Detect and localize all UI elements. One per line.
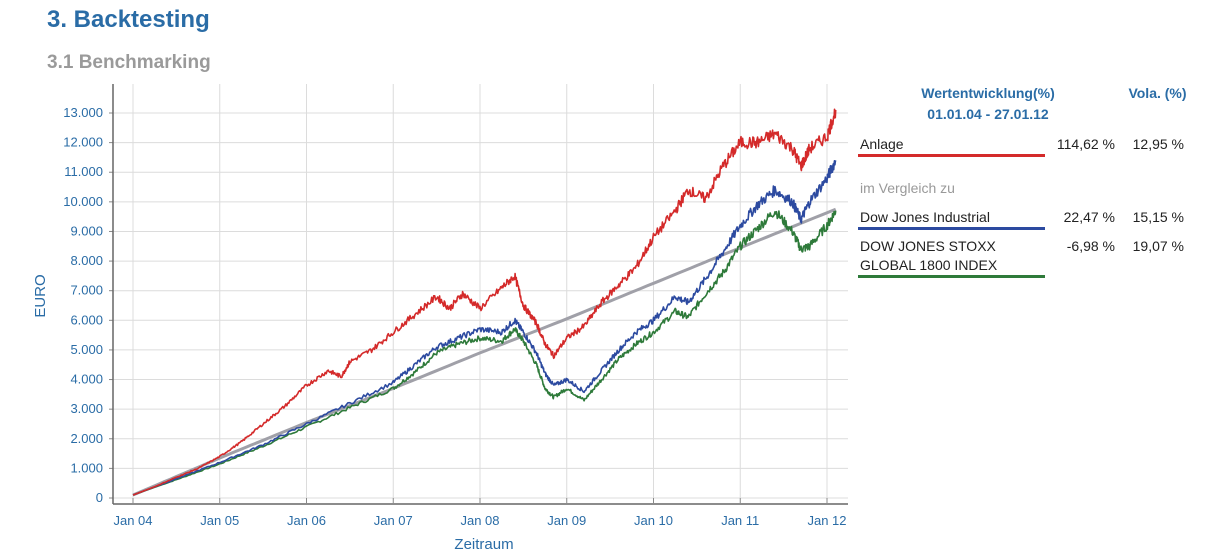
x-axis-title: Zeitraum bbox=[454, 536, 513, 553]
legend-name-anlage: Anlage bbox=[860, 136, 904, 152]
legend-name-stoxx-line1: DOW JONES STOXX bbox=[860, 238, 996, 254]
series-line-anlage bbox=[132, 108, 837, 496]
y-tick-label: 9.000 bbox=[70, 223, 103, 238]
legend-swatch-anlage bbox=[858, 154, 1045, 157]
legend-swatch-djia bbox=[858, 227, 1045, 230]
y-tick-label: 7.000 bbox=[70, 283, 103, 298]
y-tick-label: 10.000 bbox=[63, 194, 103, 209]
x-tick-label: Jan 07 bbox=[374, 513, 413, 528]
y-tick-label: 2.000 bbox=[70, 431, 103, 446]
x-tick-label: Jan 11 bbox=[721, 513, 759, 528]
y-tick-label: 13.000 bbox=[63, 105, 103, 120]
y-tick-label: 12.000 bbox=[63, 135, 103, 150]
legend-vola-anlage: 12,95 % bbox=[1132, 136, 1184, 152]
legend-header-performance: Wertentwicklung(%) bbox=[921, 85, 1055, 101]
series-line-stoxx bbox=[132, 210, 837, 496]
legend-swatch-stoxx bbox=[858, 275, 1045, 278]
legend-comparison-label: im Vergleich zu bbox=[860, 180, 955, 196]
y-tick-label: 11.000 bbox=[64, 164, 103, 179]
x-tick-label: Jan 09 bbox=[547, 513, 586, 528]
legend-name-djia: Dow Jones Industrial bbox=[860, 209, 990, 225]
y-tick-label: 5.000 bbox=[70, 342, 103, 357]
series-line-djia bbox=[132, 160, 837, 496]
legend-vola-djia: 15,15 % bbox=[1132, 209, 1184, 225]
x-tick-label: Jan 04 bbox=[113, 513, 152, 528]
y-tick-label: 0 bbox=[96, 490, 103, 505]
legend-vola-stoxx: 19,07 % bbox=[1132, 238, 1184, 254]
x-tick-label: Jan 06 bbox=[287, 513, 326, 528]
y-axis-title: EURO bbox=[32, 274, 49, 317]
page-title: 3. Backtesting bbox=[47, 6, 210, 33]
legend-header-period: 01.01.04 - 27.01.12 bbox=[927, 106, 1049, 122]
x-tick-label: Jan 08 bbox=[460, 513, 499, 528]
x-tick-label: Jan 10 bbox=[634, 513, 673, 528]
x-tick-label: Jan 12 bbox=[807, 513, 846, 528]
legend-name-stoxx-line2: GLOBAL 1800 INDEX bbox=[860, 257, 998, 273]
y-tick-label: 8.000 bbox=[70, 253, 103, 268]
y-tick-label: 1.000 bbox=[70, 460, 103, 475]
y-tick-label: 6.000 bbox=[70, 312, 103, 327]
legend-perf-anlage: 114,62 % bbox=[1056, 136, 1115, 152]
series-line-benchmark bbox=[132, 207, 837, 497]
x-tick-label: Jan 05 bbox=[200, 513, 239, 528]
y-tick-label: 4.000 bbox=[70, 372, 103, 387]
y-tick-label: 3.000 bbox=[70, 401, 103, 416]
legend-header-vola: Vola. (%) bbox=[1128, 85, 1187, 101]
legend-perf-djia: 22,47 % bbox=[1063, 209, 1115, 225]
section-subtitle: 3.1 Benchmarking bbox=[47, 52, 211, 73]
legend-perf-stoxx: -6,98 % bbox=[1066, 238, 1115, 254]
